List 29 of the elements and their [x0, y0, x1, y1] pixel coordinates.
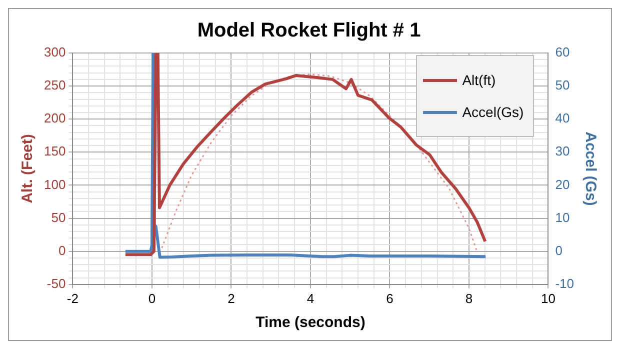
y2-tick-label: 10 [555, 210, 570, 225]
y-tick-label: 200 [44, 110, 66, 126]
legend-label: Accel(Gs) [462, 104, 524, 120]
y-tick-label: 100 [44, 176, 66, 192]
y2-tick-label: 20 [555, 176, 570, 192]
x-tick-label: 8 [465, 290, 473, 306]
y2-tick-label: 30 [555, 144, 570, 159]
y-tick-label: 300 [44, 44, 66, 60]
x-axis-title: Time (seconds) [256, 314, 366, 332]
y2-tick-label: 40 [555, 110, 570, 126]
y-tick-label: 0 [58, 242, 66, 258]
y2-tick-label: 0 [555, 242, 562, 258]
x-tick-label: 10 [540, 290, 556, 306]
x-tick-label: 4 [306, 290, 314, 306]
y-tick-label: -50 [46, 276, 66, 291]
y2-axis-title: Accel (Gs) [582, 132, 599, 206]
y2-tick-label: 60 [555, 44, 570, 60]
chart-title: Model Rocket Flight # 1 [197, 20, 421, 42]
y-axis-title: Alt. (Feet) [19, 134, 36, 204]
y2-tick-label: 50 [555, 78, 570, 93]
x-tick-label: -2 [66, 290, 78, 306]
x-tick-label: 6 [386, 290, 394, 306]
y-tick-label: 50 [51, 210, 66, 225]
x-tick-label: 0 [148, 290, 156, 306]
y-tick-label: 150 [44, 144, 66, 159]
legend-label: Alt(ft) [462, 72, 496, 88]
y-tick-label: 250 [44, 78, 66, 93]
x-tick-label: 2 [228, 290, 235, 306]
y2-tick-label: -10 [555, 276, 574, 291]
